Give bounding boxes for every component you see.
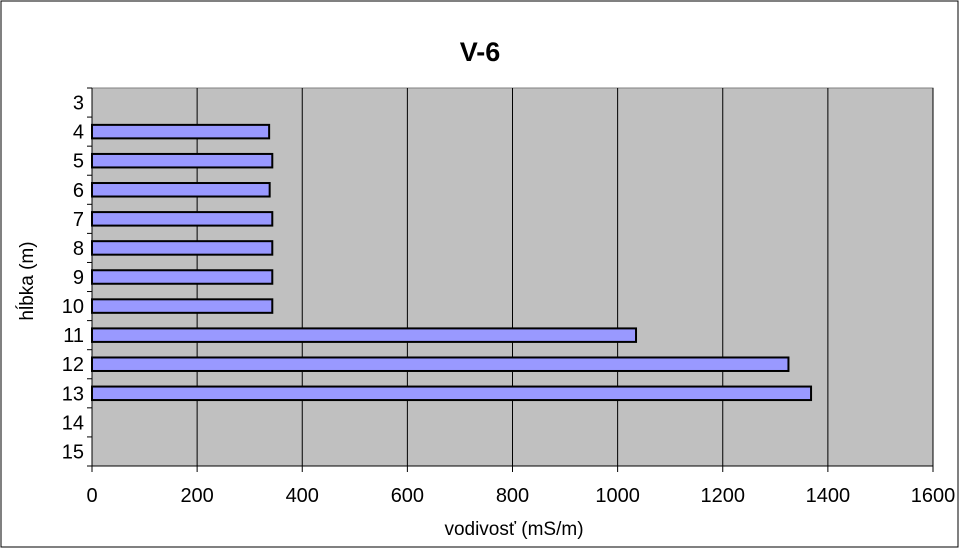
grid-lines: [196, 88, 934, 466]
y-tick-label: 14: [62, 412, 84, 434]
y-tick-label: 3: [73, 93, 84, 115]
bar-6: [91, 182, 271, 198]
y-tick-label: 12: [62, 354, 84, 376]
y-tick-label: 4: [73, 122, 84, 144]
bar-5: [91, 152, 274, 169]
bar-11: [91, 327, 638, 343]
x-tick-labels: 0 200 400 600 800 1000 1200 1400 1600: [86, 485, 955, 507]
y-tick-label: 7: [73, 209, 84, 231]
bar-10: [91, 298, 274, 314]
x-tick-label: 600: [391, 485, 424, 507]
y-tick-label: 8: [73, 238, 84, 260]
x-tick-label: 1600: [911, 485, 956, 507]
x-axis-title: vodivosť (mS/m): [444, 519, 583, 540]
y-tick-label: 9: [73, 267, 84, 289]
y-tick-label: 13: [62, 383, 84, 405]
bar-13: [91, 385, 813, 402]
axes: [87, 87, 934, 472]
y-tick-label: 10: [62, 296, 84, 318]
bar-4: [91, 123, 271, 140]
x-tick-label: 1200: [701, 485, 746, 507]
x-tick-label: 1400: [806, 485, 851, 507]
y-axis-title: hĺbka (m): [16, 241, 38, 320]
y-tick-label: 6: [73, 180, 84, 202]
bars: [91, 123, 813, 402]
y-tick-label: 11: [63, 325, 84, 347]
y-tick-labels: 3 4 5 6 7 8 9 10 11 12 13 14 15: [62, 93, 84, 464]
x-tick-label: 200: [180, 485, 213, 507]
bar-7: [91, 211, 274, 227]
x-tick-label: 400: [286, 485, 319, 507]
bar-9: [91, 269, 274, 285]
x-tick-label: 1000: [595, 485, 640, 507]
x-tick-label: 800: [496, 485, 529, 507]
y-tick-label: 15: [62, 441, 84, 463]
x-tick-label: 0: [86, 485, 97, 507]
y-tick-label: 5: [73, 151, 84, 173]
bar-8: [91, 240, 274, 256]
bar-12: [91, 356, 790, 372]
chart-title: V-6: [460, 37, 501, 67]
